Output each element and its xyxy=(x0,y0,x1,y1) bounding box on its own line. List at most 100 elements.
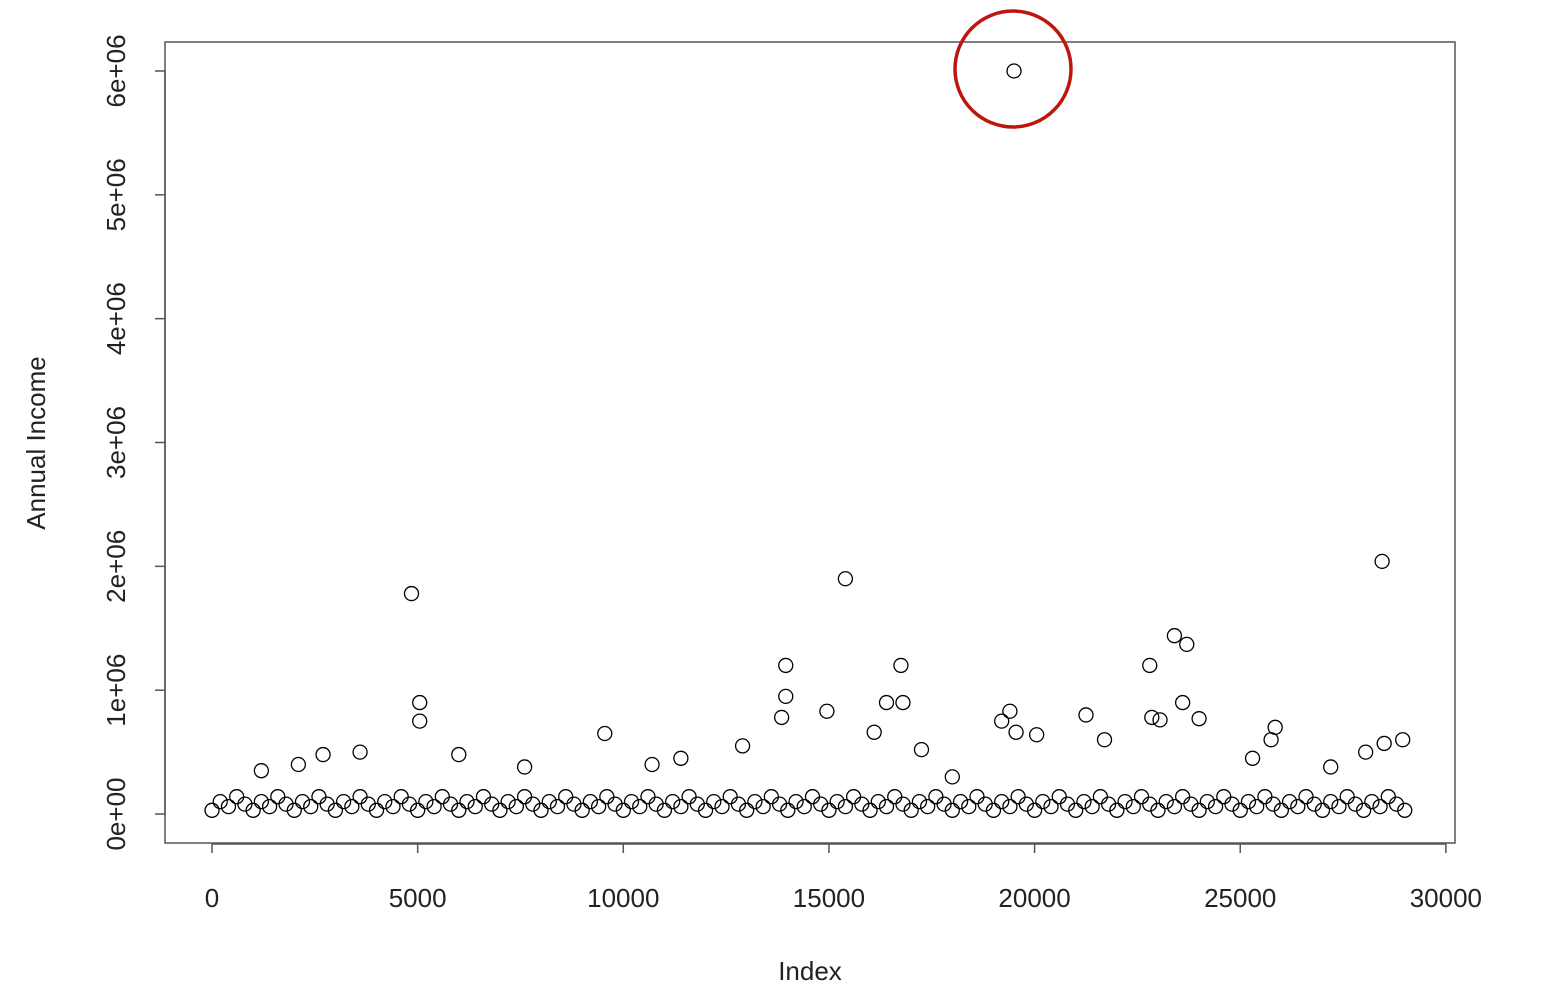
point xyxy=(294,793,311,810)
point xyxy=(1347,796,1364,812)
point xyxy=(590,798,607,815)
point xyxy=(722,789,738,805)
point xyxy=(887,789,903,805)
point xyxy=(747,793,763,810)
point xyxy=(344,798,360,815)
point xyxy=(368,802,385,818)
point xyxy=(1298,789,1314,805)
point xyxy=(451,746,467,763)
x-tick-label: 25000 xyxy=(1204,883,1276,913)
y-tick-label: 1e+06 xyxy=(101,654,131,727)
point xyxy=(508,798,525,815)
point xyxy=(315,746,331,763)
point xyxy=(1323,793,1339,810)
point xyxy=(1076,793,1092,810)
point xyxy=(895,796,911,812)
point xyxy=(893,657,909,674)
point xyxy=(1191,802,1207,818)
point xyxy=(599,789,615,805)
point xyxy=(673,750,689,766)
point xyxy=(467,798,483,815)
point xyxy=(229,789,245,805)
point xyxy=(714,798,730,815)
point xyxy=(1084,798,1100,815)
point xyxy=(1174,789,1191,805)
point xyxy=(352,789,368,805)
point xyxy=(763,789,780,805)
point xyxy=(1216,789,1232,805)
point xyxy=(1257,789,1273,805)
x-tick-label: 0 xyxy=(205,883,219,913)
point xyxy=(778,688,794,705)
point xyxy=(412,694,428,711)
point xyxy=(1166,798,1183,815)
point xyxy=(1028,727,1045,743)
point xyxy=(895,694,911,711)
point xyxy=(878,798,895,815)
point xyxy=(615,802,631,818)
point xyxy=(821,802,837,818)
point xyxy=(1144,709,1160,726)
point xyxy=(788,793,804,810)
point xyxy=(870,793,886,810)
points xyxy=(204,63,1413,818)
x-tick-label: 10000 xyxy=(587,883,659,913)
point xyxy=(335,793,352,810)
point xyxy=(607,796,623,812)
point xyxy=(566,796,582,812)
point xyxy=(952,793,969,810)
point xyxy=(1244,750,1261,766)
point xyxy=(1150,802,1166,818)
y-axis-label: Annual Income xyxy=(21,356,51,529)
point xyxy=(994,713,1010,729)
point xyxy=(648,796,664,812)
point xyxy=(1078,707,1094,723)
point xyxy=(270,789,286,805)
point xyxy=(1043,798,1059,815)
point xyxy=(773,709,790,726)
point xyxy=(862,802,878,818)
point xyxy=(393,789,409,805)
x-tick-label: 15000 xyxy=(793,883,865,913)
point xyxy=(994,793,1010,810)
point xyxy=(1166,628,1183,644)
point xyxy=(220,798,237,815)
point xyxy=(1339,789,1355,805)
point xyxy=(1179,636,1195,653)
point xyxy=(734,738,751,754)
point xyxy=(533,802,549,818)
y-tick-label: 5e+06 xyxy=(101,158,131,231)
point xyxy=(327,802,344,818)
point xyxy=(730,796,747,812)
y-tick-label: 6e+06 xyxy=(101,34,131,107)
point xyxy=(418,793,434,810)
point xyxy=(928,789,944,805)
point xyxy=(854,796,870,812)
point xyxy=(665,793,681,810)
point xyxy=(911,793,928,810)
point xyxy=(516,789,533,805)
point xyxy=(1051,789,1067,805)
point xyxy=(253,763,270,779)
point xyxy=(1117,793,1133,810)
point xyxy=(1374,553,1390,570)
point xyxy=(1395,732,1411,748)
point xyxy=(459,793,475,810)
point xyxy=(377,793,393,810)
point xyxy=(500,793,516,810)
point xyxy=(451,802,467,818)
point xyxy=(204,802,220,818)
point xyxy=(484,796,500,812)
point xyxy=(1376,735,1392,752)
point xyxy=(780,802,796,818)
point xyxy=(706,793,722,810)
point xyxy=(969,789,985,805)
point xyxy=(1232,802,1248,818)
point xyxy=(1331,798,1347,815)
point xyxy=(903,802,919,818)
point xyxy=(412,713,428,729)
point xyxy=(681,789,697,805)
point xyxy=(286,802,302,818)
point xyxy=(525,796,541,812)
